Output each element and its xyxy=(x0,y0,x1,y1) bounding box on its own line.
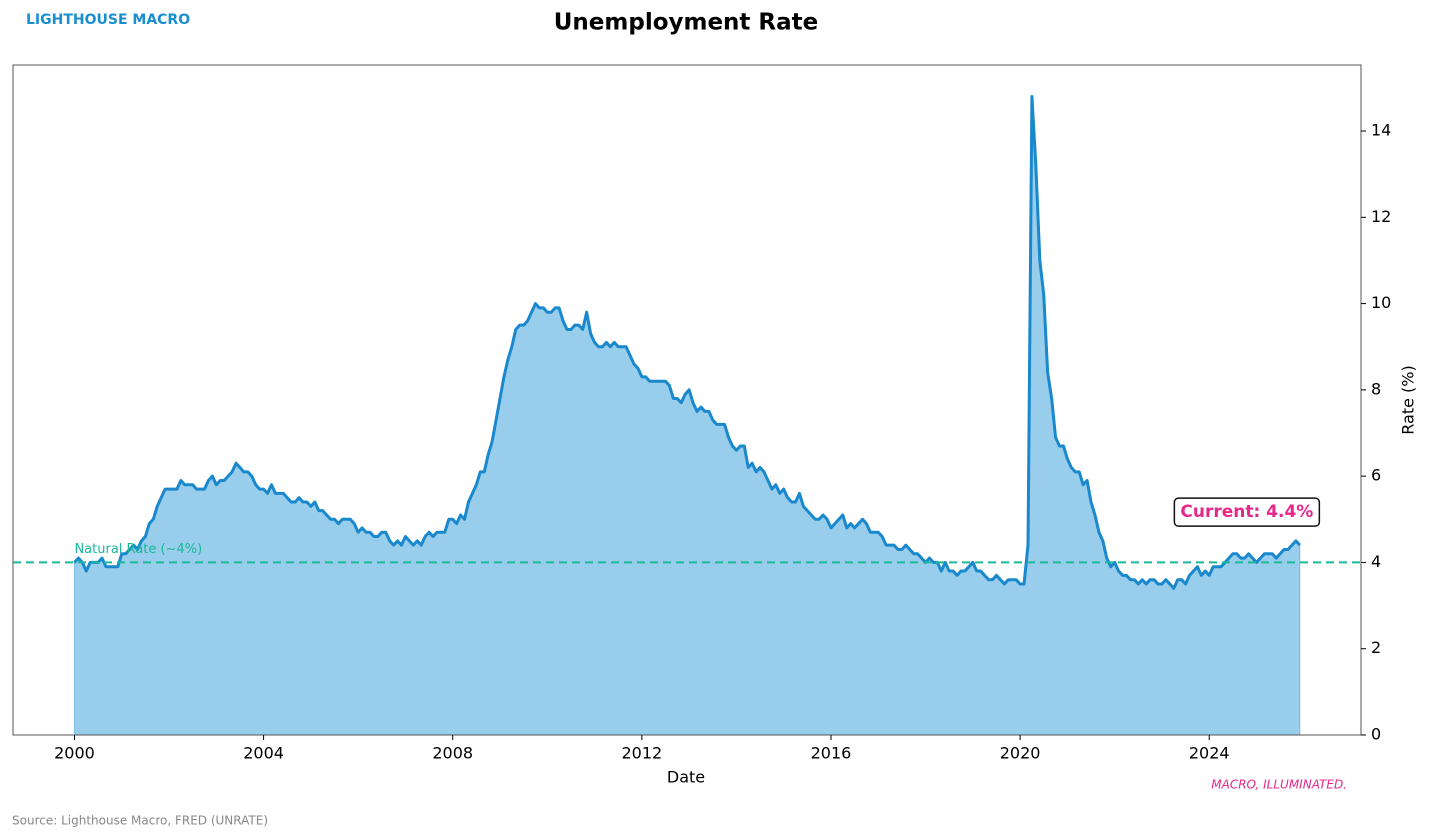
y-tick-label: 12 xyxy=(1371,207,1391,226)
brand: LIGHTHOUSE MACRO xyxy=(26,12,190,28)
y-tick-label: 0 xyxy=(1371,725,1381,744)
x-tick-label: 2020 xyxy=(1000,744,1041,763)
x-tick-label: 2012 xyxy=(621,744,662,763)
x-tick-label: 2024 xyxy=(1189,744,1230,763)
x-tick-label: 2008 xyxy=(432,744,473,763)
reference-label: Natural Rate (~4%) xyxy=(74,542,202,557)
y-tick-label: 10 xyxy=(1371,293,1391,312)
plot-frame xyxy=(12,64,1362,736)
x-tick-label: 2000 xyxy=(54,744,95,763)
y-tick-label: 14 xyxy=(1371,121,1391,140)
annotation-text: Current: 4.4% xyxy=(1180,502,1313,522)
chart-title: Unemployment Rate xyxy=(554,10,819,36)
tagline: MACRO, ILLUMINATED. xyxy=(1211,778,1347,792)
annotation: Current: 4.4% xyxy=(1173,497,1321,527)
y-axis-label: Rate (%) xyxy=(1399,365,1418,434)
annotation-box xyxy=(1173,497,1321,527)
data-line xyxy=(73,94,1301,590)
y-tick-label: 8 xyxy=(1371,379,1381,398)
x-tick-label: 2016 xyxy=(811,744,852,763)
y-tick-label: 4 xyxy=(1371,552,1381,571)
x-axis-label: Date xyxy=(667,768,705,787)
y-tick-label: 2 xyxy=(1371,638,1381,657)
y-tick-label: 6 xyxy=(1371,466,1381,485)
x-tick-label: 2004 xyxy=(243,744,284,763)
area-fill xyxy=(74,96,1301,736)
source: Source: Lighthouse Macro, FRED (UNRATE) xyxy=(12,814,268,828)
